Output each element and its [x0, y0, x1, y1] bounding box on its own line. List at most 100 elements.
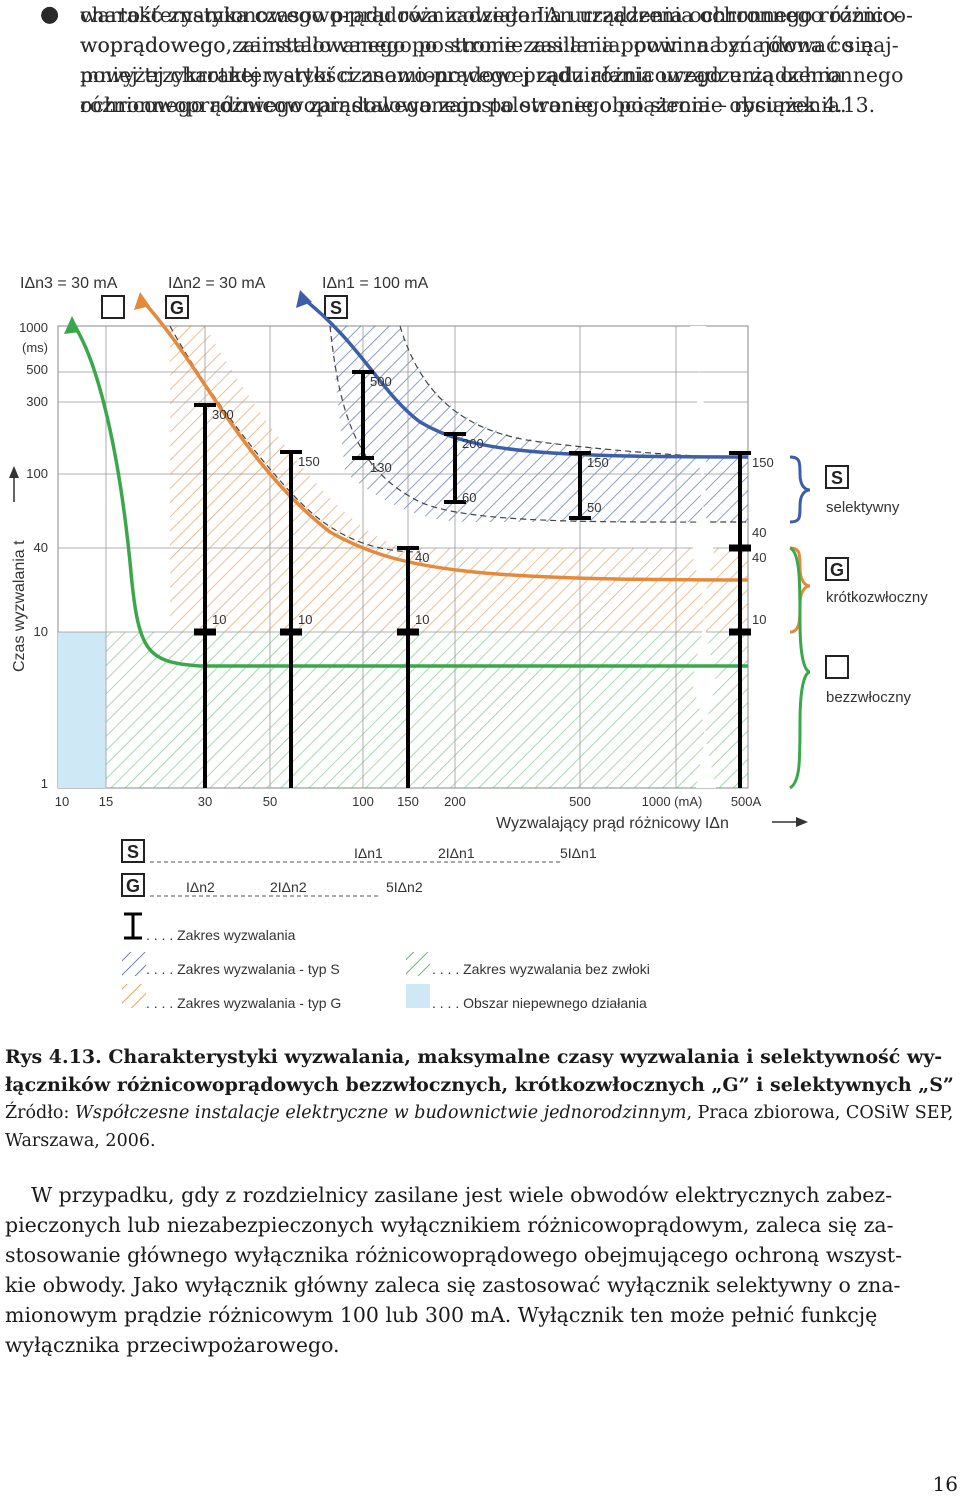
text-line: powyżej charakterystyki czasowo-prądowej… [80, 63, 904, 87]
g-box-letter: G [170, 298, 184, 318]
s-box-letter: S [330, 298, 342, 318]
s-box-icon [324, 295, 348, 319]
bar-label: 150 [298, 454, 320, 469]
instant-legend-box-icon [825, 655, 849, 679]
s-multiple: IΔn1 [354, 845, 383, 861]
green-curve [70, 320, 748, 668]
s-row-box-icon [121, 839, 145, 863]
legend-no-delay: . . . . Zakres wyzwalania bez zwłoki [432, 961, 650, 977]
axis-break [690, 326, 716, 788]
text-line: woprądowego zainstalowanego po stronie z… [80, 33, 899, 57]
legend-range: . . . . Zakres wyzwalania [146, 927, 296, 943]
legend-swatch-s [122, 952, 146, 976]
caption-source-line2: Warszawa, 2006. [5, 1131, 156, 1151]
text-line: pieczonych lub niezabezpieczonych wyłącz… [5, 1213, 894, 1237]
y-tick: 40 [34, 540, 48, 555]
y-tick: 1 [41, 776, 48, 791]
page-number: 16 [932, 1472, 958, 1496]
text-line: woprądowego, zainstalowanego po stronie … [80, 33, 874, 57]
bar-label: 10 [752, 612, 766, 627]
bar-label: 130 [370, 460, 392, 475]
g-multiple: IΔn2 [186, 879, 215, 895]
label-idn1: IΔn1 = 100 mA [322, 275, 429, 292]
text-line: ochronnego różnicowoprądowego zainstalow… [80, 93, 847, 117]
g-multiple: 2IΔn2 [270, 879, 307, 895]
bar-label: 300 [212, 407, 234, 422]
text-line: stosowanie głównego wyłącznika różnicowo… [5, 1243, 903, 1267]
source-rest: , Praca zbiorowa, COSiW SEP, [686, 1103, 954, 1123]
trip-range-bars [194, 370, 751, 788]
legend-swatch-uncertain [406, 984, 430, 1008]
plot-area [57, 290, 749, 789]
uncertain-zone [58, 632, 106, 788]
y-tick: 1000 [19, 320, 48, 335]
g-box-icon [165, 295, 189, 319]
bullet-item: ● charakterystyka czasowo-prądowa zadzia… [0, 0, 904, 120]
text-line: wyłącznika przeciwpożarowego. [5, 1333, 340, 1357]
text-line: charakterystyka czasowo-prądowa zadziała… [80, 3, 903, 27]
instant-trip-region [106, 632, 748, 788]
bar-label: 50 [587, 500, 601, 515]
bar-label: 200 [462, 436, 484, 451]
x-tick: 200 [444, 794, 466, 809]
s-legend-box-icon [825, 465, 849, 489]
bar-label: 40 [752, 525, 766, 540]
bar-label: 500 [370, 374, 392, 389]
s-multiple: 5IΔn1 [560, 845, 597, 861]
x-tick: 150 [397, 794, 419, 809]
s-trip-region [330, 326, 748, 522]
label-idn2: IΔn2 = 30 mA [168, 275, 266, 292]
text-line: kie obwody. Jako wyłącznik główny zaleca… [5, 1273, 901, 1297]
x-tick: 500A [731, 794, 762, 809]
y-tick: 300 [26, 394, 48, 409]
caption-line: łączników różnicowoprądowych bezzwłoczny… [5, 1074, 954, 1096]
bar-label: 60 [462, 490, 476, 505]
bar-label: 150 [752, 455, 774, 470]
bar-label: 10 [298, 612, 312, 627]
instant-box-icon [101, 295, 125, 319]
y-tick: 500 [26, 362, 48, 377]
bullet-dot-icon: ● [40, 2, 60, 27]
legend-swatch-g [122, 984, 146, 1008]
caption-line: Rys 4.13. Charakterystyki wyzwalania, ma… [5, 1046, 943, 1068]
body-paragraph: W przypadku, gdy z rozdzielnicy zasilane… [5, 1180, 957, 1360]
text-line: różnicowoprądowego zainstalowanego po st… [80, 93, 876, 117]
legend-short-delay: krótkozwłoczny [826, 589, 928, 606]
y-tick: (ms) [22, 340, 48, 355]
text-line: mniej trzykrotnej wartości znamionowego … [80, 63, 843, 87]
source-prefix: Źródło: [5, 1103, 75, 1123]
bar-label: 10 [212, 612, 226, 627]
x-tick: 10 [55, 794, 69, 809]
legend-type-s: . . . . Zakres wyzwalania - typ S [146, 961, 340, 977]
bar-label: 10 [415, 612, 429, 627]
bar-label: 40 [415, 550, 429, 565]
legend-selective: selektywny [826, 499, 900, 516]
x-tick: 50 [263, 794, 277, 809]
y-tick: 10 [34, 624, 48, 639]
g-row-box-icon [121, 873, 145, 897]
orange-curve [138, 296, 749, 582]
g-row-letter: G [126, 876, 140, 896]
text-line: W przypadku, gdy z rozdzielnicy zasilane… [5, 1183, 893, 1207]
blue-curve [298, 294, 749, 459]
s-row-letter: S [127, 842, 139, 862]
g-legend-letter: G [830, 560, 844, 580]
y-tick: 100 [26, 466, 48, 481]
source-title: Współczesne instalacje elektryczne w bud… [74, 1103, 687, 1123]
caption-source: Źródło: Współczesne instalacje elektrycz… [5, 1099, 955, 1127]
text-line: mionowym prądzie różnicowym 100 lub 300 … [5, 1303, 878, 1327]
trip-characteristics-figure: IΔn3 = 30 mA IΔn2 = 30 mA IΔn1 = 100 mA … [0, 262, 960, 1032]
legend-swatch-no-delay [406, 952, 430, 976]
x-tick: 100 [352, 794, 374, 809]
y-axis-label: Czas wyzwalania t [11, 540, 28, 672]
x-tick: 15 [99, 794, 113, 809]
legend-instant: bezzwłoczny [826, 689, 912, 706]
figure-caption: Rys 4.13. Charakterystyki wyzwalania, ma… [5, 1043, 955, 1155]
x-tick: 1000 (mA) [642, 794, 703, 809]
bar-label: 150 [587, 455, 609, 470]
range-symbol-icon [124, 912, 142, 940]
x-tick: 500 [569, 794, 591, 809]
g-trip-region [170, 326, 748, 632]
s-legend-letter: S [831, 468, 843, 488]
bullet-item: ● wartość znamionowego prądu różnicowego… [0, 0, 913, 120]
